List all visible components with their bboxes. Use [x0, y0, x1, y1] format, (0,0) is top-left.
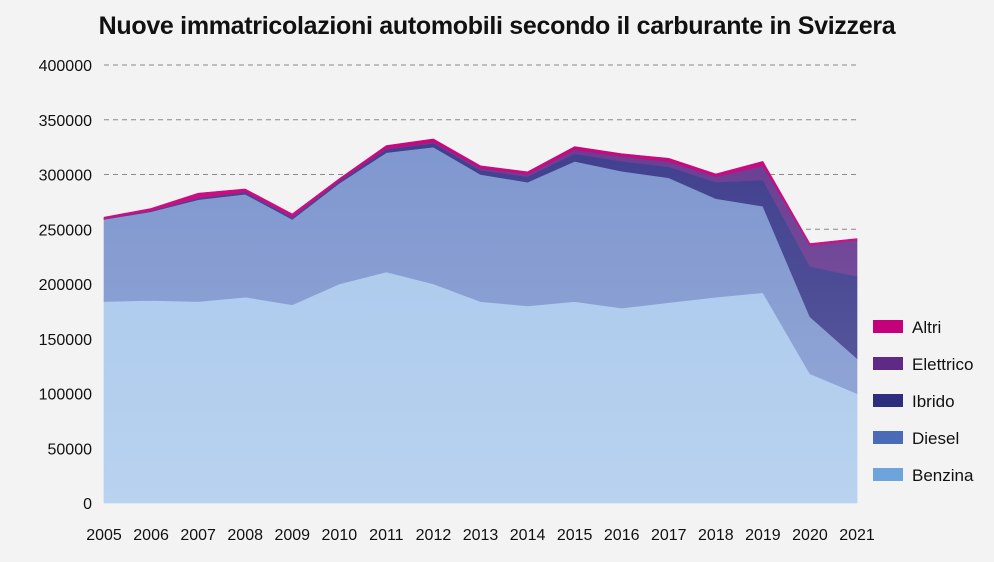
- legend-item-benzina: Benzina: [873, 466, 974, 485]
- legend-label: Elettrico: [912, 355, 973, 374]
- x-tick-label: 2021: [839, 527, 875, 544]
- legend-swatch: [873, 320, 903, 333]
- chart-title: Nuove immatricolazioni automobili second…: [98, 12, 896, 40]
- legend-item-diesel: Diesel: [873, 429, 959, 448]
- x-tick-label: 2008: [227, 527, 263, 544]
- legend-label: Diesel: [912, 429, 959, 448]
- y-tick-label: 150000: [39, 332, 92, 349]
- legend-item-elettrico: Elettrico: [873, 355, 973, 374]
- y-tick-label: 50000: [48, 441, 93, 458]
- legend-swatch: [873, 394, 903, 407]
- x-tick-label: 2014: [510, 527, 546, 544]
- x-tick-label: 2005: [86, 527, 122, 544]
- legend-label: Ibrido: [912, 392, 955, 411]
- y-tick-label: 100000: [39, 387, 92, 404]
- x-tick-label: 2011: [369, 527, 404, 544]
- x-tick-label: 2012: [416, 527, 452, 544]
- x-tick-label: 2007: [180, 527, 216, 544]
- y-tick-label: 400000: [39, 58, 92, 75]
- x-tick-label: 2013: [463, 527, 499, 544]
- x-tick-label: 2019: [745, 527, 781, 544]
- x-tick-label: 2015: [557, 527, 593, 544]
- x-axis-ticks: 2005 2006 2007 2008 2009 2010 2011 2012 2013 2014…: [86, 527, 875, 544]
- y-tick-label: 350000: [39, 113, 92, 130]
- y-axis-ticks: 0 50000 100000 150000 200000 250000 300000 3500…: [39, 58, 92, 513]
- x-tick-label: 2020: [792, 527, 828, 544]
- y-tick-label: 250000: [39, 222, 92, 239]
- legend-item-altri: Altri: [873, 318, 941, 337]
- legend: Altri Elettrico Ibrido Diesel Benzina: [873, 318, 974, 485]
- x-tick-label: 2009: [274, 527, 310, 544]
- y-tick-label: 300000: [39, 168, 92, 185]
- legend-label: Altri: [912, 318, 941, 337]
- y-tick-label: 0: [83, 496, 92, 513]
- x-tick-label: 2010: [322, 527, 358, 544]
- x-tick-label: 2018: [698, 527, 734, 544]
- x-tick-label: 2016: [604, 527, 640, 544]
- legend-item-ibrido: Ibrido: [873, 392, 955, 411]
- area-sheen: [104, 138, 857, 503]
- legend-swatch: [873, 468, 903, 481]
- area-series: [103, 138, 858, 504]
- x-tick-label: 2017: [651, 527, 687, 544]
- x-tick-label: 2006: [133, 527, 169, 544]
- y-tick-label: 200000: [39, 277, 92, 294]
- legend-swatch: [873, 357, 903, 370]
- legend-label: Benzina: [912, 466, 974, 485]
- legend-swatch: [873, 431, 903, 444]
